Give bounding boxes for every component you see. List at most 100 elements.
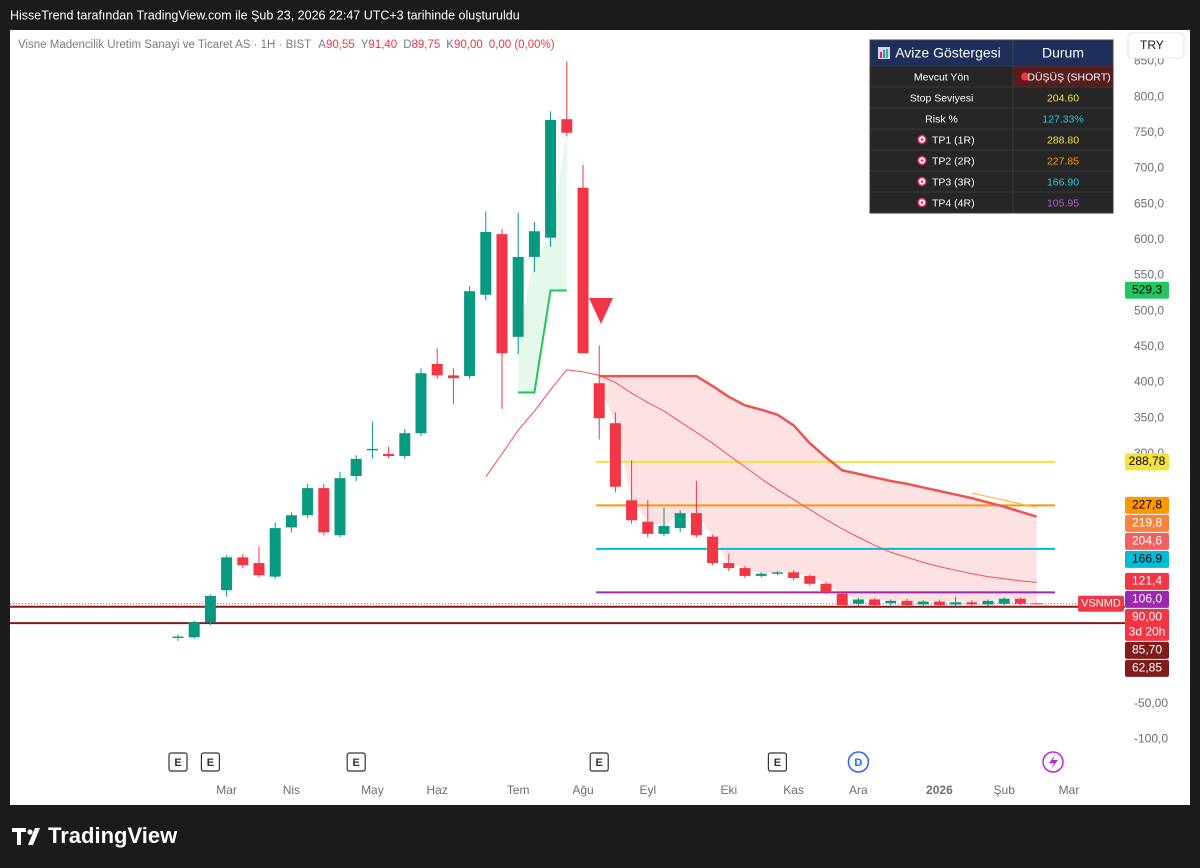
ohlc-value: 89,75 [412, 39, 441, 51]
table-value: 166.90 [1047, 176, 1079, 188]
table-label: Risk % [925, 113, 958, 125]
table-label: Mevcut Yön [914, 71, 969, 83]
event-dividend[interactable] [847, 751, 870, 773]
candle-body [350, 458, 362, 477]
symbol-label: VSNMD [1081, 598, 1121, 610]
candle-body [885, 600, 897, 604]
price-badge-label: 219,8 [1132, 516, 1162, 530]
price-badge [1125, 572, 1169, 590]
candle-body [739, 568, 751, 576]
y-tick-label: 800,0 [1134, 89, 1164, 103]
y-tick-label: 600,0 [1134, 232, 1164, 246]
ohlc-value: 91,40 [368, 39, 397, 51]
table-value: 127.33% [1042, 113, 1083, 125]
flash-bolt [1049, 755, 1058, 769]
price-badge-label: 106,0 [1132, 592, 1162, 606]
table-value: 204.60 [1047, 92, 1079, 104]
brand-logo [12, 828, 40, 845]
event-label[interactable]: E [596, 757, 603, 769]
price-badge-label: 204,6 [1132, 534, 1162, 548]
candle-body [561, 119, 573, 133]
table-label: TP2 (2R) [932, 155, 975, 167]
candle-body [237, 557, 249, 566]
target-icon-center [920, 201, 924, 204]
event-earnings[interactable] [200, 752, 220, 772]
table-value: 288.80 [1047, 134, 1079, 146]
candle-body [383, 453, 395, 457]
candle-body [609, 423, 621, 487]
candle-body [982, 600, 994, 605]
price-badge [1125, 453, 1169, 471]
candle-body [366, 448, 378, 451]
candle-body [496, 234, 508, 354]
header-icon-bar [886, 49, 888, 58]
ohlc-key: Y [361, 39, 369, 51]
candle-body [804, 575, 816, 584]
table-cell [1012, 191, 1114, 214]
plot-area [10, 61, 1125, 641]
x-tick-label: Mar [216, 783, 237, 797]
x-tick-label: Eyl [639, 783, 656, 797]
candle-body [221, 557, 233, 591]
y-tick-label: 700,0 [1134, 161, 1164, 175]
event-label[interactable]: E [174, 757, 181, 769]
table-value: DÜŞÜŞ (SHORT) [1027, 71, 1110, 83]
legend: Visne Madencilik Uretim Sanayi ve Ticare… [18, 39, 555, 51]
candle-body [690, 513, 702, 536]
currency-label[interactable]: TRY [1140, 38, 1164, 52]
brand-logo-dot [27, 829, 33, 835]
candle-body [253, 563, 265, 576]
price-badge [1125, 532, 1169, 550]
table-value: 227.85 [1047, 155, 1079, 167]
event-flash[interactable] [1042, 751, 1064, 773]
indicator-line [485, 369, 1037, 583]
y-tick-label: 400,0 [1134, 375, 1164, 389]
price-badge-label: 90,00 [1132, 610, 1162, 624]
price-badge [1125, 659, 1169, 677]
event-earnings[interactable] [767, 752, 788, 772]
header-title: HisseTrend tarafından TradingView.com il… [10, 8, 520, 22]
legend-text: Visne Madencilik Uretim Sanayi ve Ticare… [18, 39, 555, 51]
candle-body [626, 500, 638, 521]
price-badge-label: 121,4 [1132, 574, 1162, 588]
price-badge [1125, 608, 1169, 641]
event-label[interactable]: E [353, 757, 360, 769]
currency-button-box[interactable] [1127, 32, 1185, 59]
candle-body [431, 363, 443, 376]
y-tick-label: -50,00 [1134, 696, 1168, 710]
candle-body [1014, 598, 1026, 604]
y-tick-label: -100,0 [1134, 731, 1168, 745]
candle-body [788, 572, 800, 579]
candle-body [950, 602, 962, 605]
candle-body [302, 488, 314, 516]
candle-body [577, 187, 589, 354]
table-label: TP3 (3R) [932, 176, 975, 188]
event-label[interactable]: E [207, 757, 214, 769]
candle-body [1031, 603, 1043, 605]
y-tick-label: 350,0 [1134, 410, 1164, 424]
price-badge-label: 288,78 [1129, 454, 1166, 468]
x-tick-label: Haz [427, 783, 448, 797]
y-tick-label: 500,0 [1134, 303, 1164, 317]
candle-body [512, 256, 524, 337]
ohlc-change: 0,00 (0,00%) [489, 39, 555, 51]
candle-body [966, 602, 978, 605]
candle-body [869, 599, 881, 606]
event-earnings[interactable] [168, 752, 188, 772]
table-header: Durum [1042, 45, 1084, 61]
candle-body [771, 572, 783, 574]
indicator-line [599, 374, 1037, 518]
brand-name: TradingView [48, 823, 178, 848]
x-tick-label: Tem [507, 783, 530, 797]
x-tick-label: May [361, 783, 384, 797]
event-earnings[interactable] [346, 752, 366, 772]
candle-body [593, 383, 605, 419]
ohlc-key: A [318, 39, 326, 51]
event-label[interactable]: D [854, 757, 862, 769]
currency-button[interactable]: TRY [1127, 32, 1185, 59]
event-earnings[interactable] [589, 752, 609, 772]
x-tick-label: Ara [849, 783, 868, 797]
event-label[interactable]: E [774, 757, 781, 769]
candle-body [642, 521, 654, 534]
candle-body [172, 636, 184, 638]
